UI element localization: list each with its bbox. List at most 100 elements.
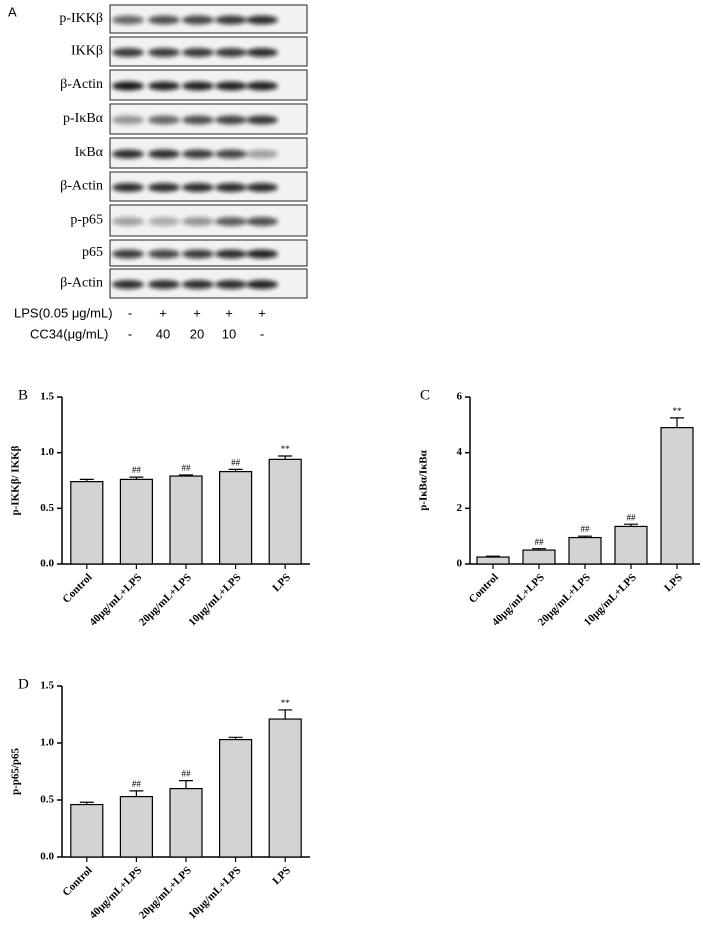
x-tick-label: Control — [60, 571, 94, 605]
treatment-label: LPS(0.05 μg/mL) — [14, 305, 113, 320]
significance: ** — [281, 444, 291, 454]
y-axis-label: p-p65/p65 — [10, 747, 22, 795]
error-bar — [179, 474, 193, 477]
y-tick-label: 0 — [457, 558, 463, 570]
bar — [268, 718, 302, 858]
blot-band — [148, 149, 180, 159]
blot-row-label: p-p65 — [70, 213, 103, 228]
blot-band — [246, 81, 278, 91]
treatment-value: 20 — [190, 326, 204, 341]
blot-band — [148, 81, 180, 91]
x-tick-label: LPS — [270, 864, 293, 887]
blot-row-label: p-IκBα — [63, 111, 104, 126]
significance: ## — [627, 512, 637, 522]
error-bar — [278, 709, 293, 720]
blot-band — [246, 249, 278, 259]
x-tick-label: Control — [467, 571, 501, 605]
significance: ## — [231, 457, 241, 467]
y-axis-label: p-IκBα/IκBα — [418, 449, 430, 510]
significance: ## — [535, 537, 545, 547]
error-bar — [624, 523, 638, 527]
blot-band — [246, 149, 278, 159]
x-tick-label: LPS — [270, 571, 293, 594]
y-tick-label: 1.5 — [40, 680, 54, 692]
panel-label: B — [18, 387, 28, 403]
blot-band — [246, 15, 278, 25]
blot-band — [148, 183, 180, 192]
treatment-label: CC34(μg/mL) — [30, 326, 108, 341]
significance: ## — [132, 779, 142, 789]
blot-band — [215, 249, 247, 259]
bar — [476, 556, 510, 565]
blot-band — [246, 280, 278, 289]
blot-band — [246, 48, 278, 57]
blot-band — [215, 280, 247, 289]
blot-band — [215, 183, 247, 192]
blot-row-label: IKKβ — [71, 44, 103, 59]
blot-row-label: p-IKKβ — [59, 11, 103, 26]
significance: ## — [581, 524, 591, 534]
x-tick-label: 10μg/mL+LPS — [186, 571, 243, 628]
blot-band — [148, 15, 180, 25]
error-bar — [278, 455, 293, 460]
blot-band — [148, 115, 180, 125]
panel-label: C — [420, 387, 430, 403]
blot-band — [112, 149, 144, 159]
error-bar — [228, 736, 243, 740]
blot-band — [148, 280, 180, 289]
blot-band — [112, 48, 144, 57]
blot-band — [182, 249, 214, 259]
bar — [119, 478, 154, 565]
treatment-value: - — [260, 326, 264, 341]
blot-band — [148, 249, 180, 259]
significance: ## — [182, 769, 192, 779]
bar — [169, 475, 203, 565]
bar — [70, 481, 104, 565]
blot-row-label: p65 — [82, 245, 103, 260]
treatment-value: + — [225, 305, 233, 320]
y-tick-label: 0.5 — [40, 502, 54, 514]
treatment-value: 40 — [156, 326, 170, 341]
x-tick-label: Control — [60, 864, 94, 898]
blot-band — [182, 15, 214, 25]
error-bar — [79, 801, 94, 805]
y-tick-label: 0.0 — [40, 558, 54, 570]
y-tick-label: 1.0 — [40, 737, 54, 749]
treatment-value: + — [159, 305, 167, 320]
blot-band — [215, 149, 247, 159]
blot-band — [182, 149, 214, 159]
error-bar — [129, 476, 144, 480]
bar — [268, 458, 302, 565]
blot-row-label: β-Actin — [60, 276, 103, 291]
bar — [522, 549, 556, 565]
treatment-value: + — [193, 305, 201, 320]
bar — [568, 536, 602, 565]
treatment-value: - — [128, 326, 132, 341]
blot-band — [215, 15, 247, 25]
error-bar — [670, 417, 684, 428]
y-axis-label: p-IKKβ/ IKKβ — [10, 445, 22, 515]
blot-band — [182, 81, 214, 91]
bar — [169, 787, 203, 858]
significance: ** — [673, 406, 683, 416]
error-bar — [532, 548, 546, 551]
blot-band — [246, 115, 278, 125]
blot-band — [112, 217, 144, 226]
blot-band — [112, 115, 144, 125]
bar — [119, 795, 154, 858]
bar — [70, 803, 104, 858]
blot-band — [215, 81, 247, 91]
blot-band — [112, 249, 144, 259]
blot-band — [182, 280, 214, 289]
panel-label: A — [8, 4, 17, 19]
blot-band — [182, 48, 214, 57]
y-tick-label: 4 — [457, 446, 463, 458]
blot-band — [182, 115, 214, 125]
blot-band — [182, 217, 214, 226]
treatment-value: - — [128, 305, 132, 320]
error-bar — [129, 790, 144, 797]
treatment-value: 10 — [222, 326, 236, 341]
y-tick-label: 0.0 — [40, 851, 54, 863]
blot-band — [148, 48, 180, 57]
